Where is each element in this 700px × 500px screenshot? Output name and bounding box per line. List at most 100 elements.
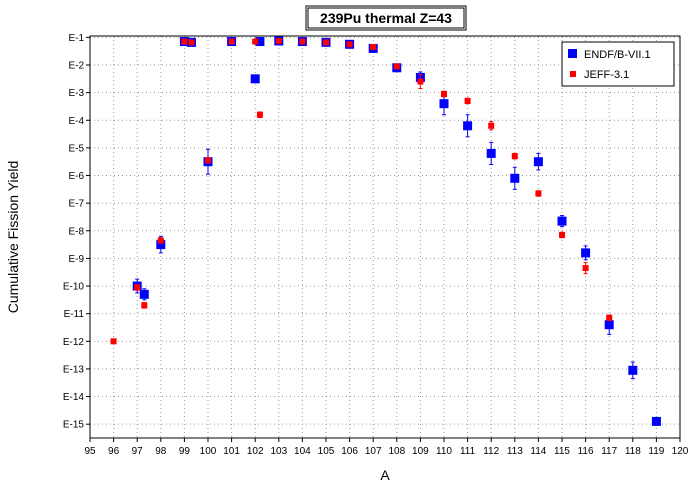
data-point <box>464 97 471 104</box>
data-point <box>250 74 260 84</box>
y-tick-label: E-2 <box>68 61 84 72</box>
x-axis-label: A <box>380 467 390 483</box>
x-tick-label: 100 <box>200 446 217 457</box>
data-point <box>181 38 188 45</box>
x-tick-label: 102 <box>247 446 264 457</box>
data-point <box>346 41 353 48</box>
data-point <box>205 157 211 164</box>
x-tick-label: 115 <box>554 446 570 457</box>
x-tick-label: 120 <box>672 446 689 457</box>
x-tick-label: 112 <box>483 446 499 457</box>
data-point <box>156 240 166 250</box>
y-tick-label: E-11 <box>64 309 85 320</box>
x-tick-label: 103 <box>270 446 287 457</box>
data-point <box>139 289 149 299</box>
x-tick-label: 105 <box>318 446 335 457</box>
plot-frame <box>89 35 681 439</box>
x-tick-label: 106 <box>341 446 358 457</box>
y-tick-label: E-12 <box>63 337 85 348</box>
y-tick-label: E-13 <box>63 364 85 375</box>
data-point <box>463 121 473 131</box>
chart-title: 239Pu thermal Z=43 <box>320 10 452 26</box>
x-tick-label: 118 <box>625 446 641 457</box>
x-tick-label: 117 <box>601 446 617 457</box>
data-point <box>535 190 542 197</box>
data-point <box>606 314 613 321</box>
x-tick-label: 114 <box>530 446 546 457</box>
data-point <box>256 111 263 118</box>
y-tick-label: E-5 <box>68 143 84 154</box>
data-point <box>299 38 306 45</box>
y-axis-ticks: E-1 E-2 E-3 E-4 E-5 E-6 E-7 E-8 E-9 E-10 E-11 E-12 E… <box>63 33 90 431</box>
data-point <box>581 248 591 258</box>
data-point <box>582 265 589 272</box>
data-point <box>441 91 447 98</box>
series-1 <box>110 37 613 345</box>
x-axis-ticks: 95 96 97 98 99 100 101 102 103 104 105 106 107 108 109… <box>84 438 689 457</box>
data-point <box>252 38 259 45</box>
data-point <box>255 37 265 47</box>
x-tick-label: 110 <box>436 446 452 457</box>
title-box <box>305 5 467 31</box>
data-point <box>510 173 520 183</box>
y-tick-label: E-3 <box>68 88 84 99</box>
data-point <box>228 38 235 45</box>
legend: ENDF/B-VII.1 JEFF-3.1 <box>561 41 675 87</box>
y-tick-label: E-7 <box>68 199 84 210</box>
data-point <box>533 157 543 167</box>
x-tick-label: 95 <box>84 446 96 457</box>
data-point <box>134 284 141 291</box>
x-tick-label: 107 <box>365 446 382 457</box>
x-tick-label: 113 <box>507 446 523 457</box>
data-point <box>557 216 567 226</box>
y-tick-label: E-14 <box>63 392 85 403</box>
x-tick-label: 98 <box>155 446 167 457</box>
y-tick-label: E-8 <box>68 226 84 237</box>
legend-marker-jeff <box>570 71 576 77</box>
y-tick-label: E-1 <box>68 33 84 44</box>
data-point <box>604 320 614 330</box>
data-point <box>628 365 638 375</box>
x-tick-label: 96 <box>108 446 120 457</box>
x-tick-label: 101 <box>223 446 240 457</box>
x-tick-label: 111 <box>460 446 476 457</box>
legend-marker-endf <box>568 49 577 58</box>
x-tick-label: 99 <box>179 446 191 457</box>
legend-label-jeff: JEFF-3.1 <box>584 69 629 81</box>
y-tick-label: E-15 <box>63 420 85 431</box>
legend-label-endf: ENDF/B-VII.1 <box>584 49 651 61</box>
data-point <box>417 78 424 85</box>
series-0 <box>132 36 661 426</box>
title-box-inner <box>307 7 465 29</box>
y-tick-label: E-9 <box>68 254 84 265</box>
data-point <box>511 153 518 160</box>
y-tick-label: E-4 <box>68 116 84 127</box>
x-tick-label: 108 <box>388 446 405 457</box>
y-tick-label: E-10 <box>63 282 85 293</box>
data-point <box>188 39 195 46</box>
y-tick-label: E-6 <box>68 171 84 182</box>
data-point <box>488 122 495 129</box>
data-point <box>141 302 148 309</box>
data-point <box>323 39 329 46</box>
x-tick-label: 119 <box>648 446 664 457</box>
data-point <box>439 99 449 109</box>
x-tick-label: 97 <box>132 446 144 457</box>
x-tick-label: 104 <box>294 446 311 457</box>
data-point <box>486 148 496 158</box>
gridlines <box>89 36 681 438</box>
data-point <box>393 63 400 70</box>
legend-box <box>561 41 675 87</box>
x-tick-label: 109 <box>412 446 429 457</box>
data-marks <box>110 36 661 426</box>
data-point <box>110 338 117 345</box>
y-axis-label: Cumulative Fission Yield <box>5 161 21 314</box>
data-point <box>651 416 661 426</box>
x-tick-label: 116 <box>578 446 594 457</box>
data-point <box>157 237 164 244</box>
data-point <box>370 44 377 51</box>
data-point <box>559 231 565 238</box>
data-point <box>275 37 282 44</box>
